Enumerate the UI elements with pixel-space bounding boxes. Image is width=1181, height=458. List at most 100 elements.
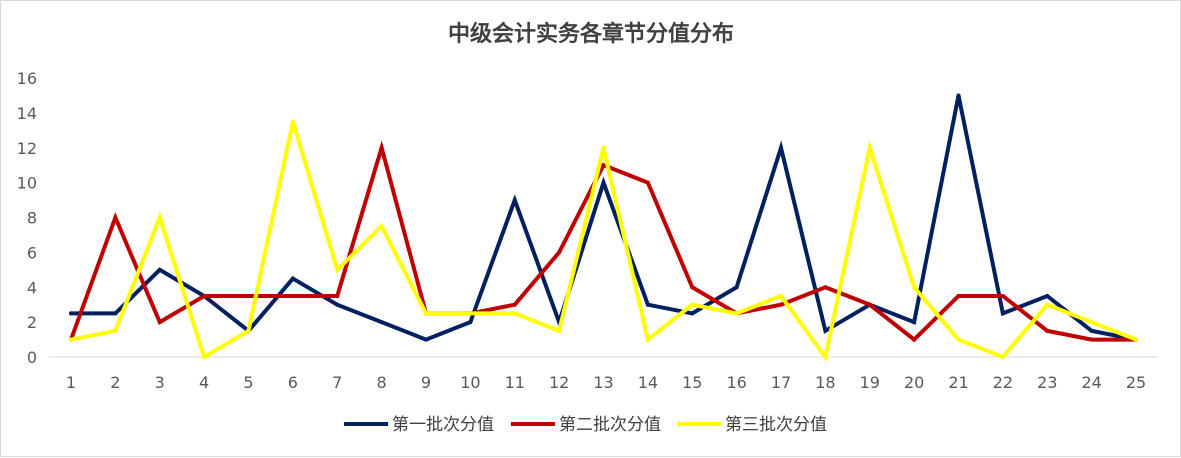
data-point [290, 293, 295, 298]
data-point [157, 215, 162, 220]
data-point [690, 311, 695, 316]
legend-item-2[interactable]: 第二批次分值 [511, 415, 661, 435]
x-tick-label: 3 [155, 373, 165, 392]
data-point [379, 320, 384, 325]
data-point [1000, 293, 1005, 298]
data-point [290, 119, 295, 124]
x-tick-label: 2 [110, 373, 120, 392]
data-point [1000, 311, 1005, 316]
data-point [379, 145, 384, 150]
data-point [468, 320, 473, 325]
legend-item-3[interactable]: 第三批次分值 [677, 415, 827, 435]
x-tick-label: 17 [771, 373, 791, 392]
x-tick-label: 12 [549, 373, 569, 392]
series-line-3 [69, 121, 1138, 362]
y-tick-label: 0 [27, 348, 37, 367]
data-point [157, 320, 162, 325]
data-point [246, 293, 251, 298]
data-point [512, 198, 517, 203]
legend-label: 第二批次分值 [559, 415, 661, 435]
y-tick-label: 2 [27, 313, 37, 332]
data-point [690, 302, 695, 307]
data-point [645, 180, 650, 185]
data-point [1089, 328, 1094, 333]
data-point [823, 285, 828, 290]
data-point [113, 215, 118, 220]
legend-item-1[interactable]: 第一批次分值 [344, 415, 494, 435]
data-point [601, 145, 606, 150]
data-point [157, 267, 162, 272]
y-tick-label: 12 [17, 139, 37, 158]
data-point [956, 93, 961, 98]
x-tick-label: 10 [460, 373, 480, 392]
data-point [1045, 293, 1050, 298]
x-tick-label: 14 [638, 373, 658, 392]
data-point [202, 355, 207, 359]
x-tick-label: 21 [948, 373, 968, 392]
x-tick-label: 24 [1081, 373, 1101, 392]
data-point [290, 276, 295, 281]
x-tick-label: 19 [860, 373, 880, 392]
data-point [335, 302, 340, 307]
data-point [779, 145, 783, 150]
data-point [645, 337, 650, 342]
x-tick-label: 6 [288, 373, 298, 392]
data-point [69, 337, 73, 342]
data-point [823, 355, 828, 359]
data-point [912, 337, 917, 342]
data-point [912, 320, 917, 325]
data-point [335, 293, 340, 298]
data-point [557, 328, 562, 333]
data-point [645, 302, 650, 307]
x-tick-label: 7 [332, 373, 342, 392]
data-point [779, 302, 783, 307]
data-point [335, 267, 340, 272]
data-point [246, 328, 251, 333]
data-point [734, 311, 739, 316]
data-point [601, 163, 606, 168]
data-point [867, 145, 872, 150]
y-tick-label: 14 [17, 104, 37, 123]
data-point [113, 311, 118, 316]
data-point [113, 328, 118, 333]
data-point [424, 337, 428, 342]
data-point [69, 311, 73, 316]
x-tick-label: 9 [421, 373, 431, 392]
x-tick-label: 20 [904, 373, 924, 392]
x-tick-label: 16 [726, 373, 746, 392]
y-tick-label: 10 [17, 174, 37, 193]
data-point [912, 285, 917, 290]
data-point [601, 180, 606, 185]
data-point [512, 311, 517, 316]
data-point [1134, 337, 1138, 342]
data-point [956, 337, 961, 342]
data-point [1089, 337, 1094, 342]
data-point [202, 293, 207, 298]
x-tick-label: 5 [243, 373, 253, 392]
legend-label: 第一批次分值 [392, 415, 494, 435]
data-point [1045, 302, 1050, 307]
x-tick-label: 1 [66, 373, 76, 392]
x-tick-label: 11 [505, 373, 525, 392]
x-tick-label: 15 [682, 373, 702, 392]
data-point [424, 311, 428, 316]
x-tick-label: 13 [593, 373, 613, 392]
y-tick-label: 8 [27, 209, 37, 228]
data-point [512, 302, 517, 307]
x-tick-label: 22 [993, 373, 1013, 392]
data-point [379, 224, 384, 229]
data-point [779, 293, 783, 298]
legend-label: 第三批次分值 [725, 415, 827, 435]
data-point [468, 311, 473, 316]
chart-title: 中级会计实务各章节分值分布 [448, 21, 734, 47]
x-tick-label: 25 [1126, 373, 1146, 392]
x-tick-label: 18 [815, 373, 835, 392]
data-point [1045, 328, 1050, 333]
y-tick-label: 16 [17, 69, 37, 88]
y-tick-label: 4 [27, 278, 37, 297]
x-tick-label: 23 [1037, 373, 1057, 392]
series-line-1 [69, 95, 1138, 342]
data-point [867, 302, 872, 307]
